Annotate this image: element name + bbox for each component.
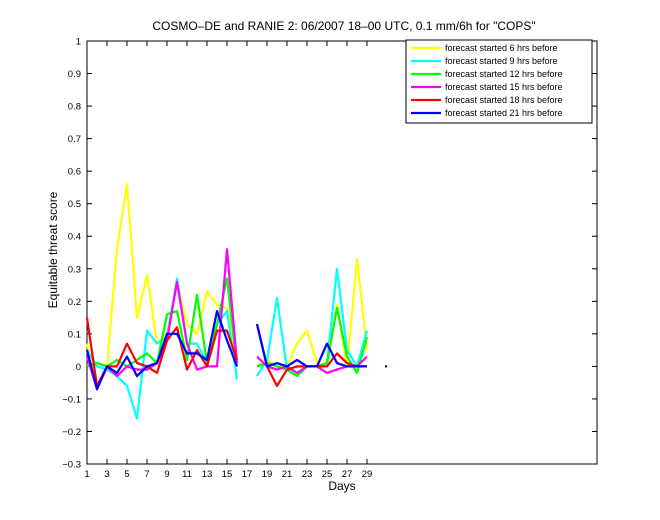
legend-entry: forecast started 21 hrs before <box>445 108 563 118</box>
x-tick-label: 3 <box>104 469 109 480</box>
y-tick-label: 0.7 <box>68 134 81 145</box>
x-axis: 1 3 5 7 9 11 13 15 17 19 21 23 25 27 29 <box>84 41 372 480</box>
y-tick-label: 0.8 <box>68 102 81 113</box>
x-tick-label: 13 <box>202 469 213 480</box>
legend-entry: forecast started 18 hrs before <box>445 95 563 105</box>
legend-entry: forecast started 15 hrs before <box>445 82 563 92</box>
legend-entry: forecast started 12 hrs before <box>445 69 563 79</box>
series-line <box>85 317 239 387</box>
series-line <box>255 323 367 368</box>
x-tick-label: 23 <box>302 469 313 480</box>
y-tick-label: 0.9 <box>68 69 81 80</box>
legend: forecast started 6 hrs before forecast st… <box>405 39 593 124</box>
y-axis-label: Equitable threat score <box>46 191 60 308</box>
x-tick-label: 7 <box>144 469 149 480</box>
x-tick-label: 9 <box>164 469 169 480</box>
x-tick-label: 15 <box>222 469 233 480</box>
x-tick-label: 21 <box>282 469 293 480</box>
legend-entry: forecast started 9 hrs before <box>445 56 558 66</box>
x-tick-label: 29 <box>362 469 373 480</box>
y-tick-label: 0.5 <box>68 199 81 210</box>
y-tick-label: 0.3 <box>68 264 81 275</box>
chart-title: COSMO–DE and RANIE 2: 06/2007 18–00 UTC,… <box>152 19 535 33</box>
x-tick-label: 27 <box>342 469 353 480</box>
y-tick-label: 0.4 <box>68 232 81 243</box>
x-tick-label: 17 <box>242 469 253 480</box>
series-5 <box>85 310 388 391</box>
x-axis-label: Days <box>328 479 355 493</box>
x-tick-label: 11 <box>182 469 192 480</box>
x-tick-label: 5 <box>124 469 129 480</box>
y-tick-label: −0.3 <box>62 460 81 471</box>
y-axis: −0.3 −0.2 −0.1 0 0.1 0.2 0.3 0.4 0.5 0.6 0.7 0.8 0.9… <box>62 37 597 471</box>
y-tick-label: −0.2 <box>62 427 81 438</box>
x-tick-label: 1 <box>84 469 89 480</box>
y-tick-label: 1 <box>76 37 81 48</box>
y-tick-label: 0.6 <box>68 167 81 178</box>
x-tick-label: 25 <box>322 469 333 480</box>
y-tick-label: 0.2 <box>68 297 81 308</box>
legend-box <box>405 39 593 124</box>
x-tick-label: 19 <box>262 469 273 480</box>
series-line <box>86 277 239 368</box>
series-layer <box>85 183 388 420</box>
y-tick-label: −0.1 <box>62 394 81 405</box>
series-line <box>85 310 239 391</box>
y-tick-label: 0.1 <box>68 329 81 340</box>
legend-entry: forecast started 6 hrs before <box>445 43 558 53</box>
y-tick-label: 0 <box>76 362 81 373</box>
